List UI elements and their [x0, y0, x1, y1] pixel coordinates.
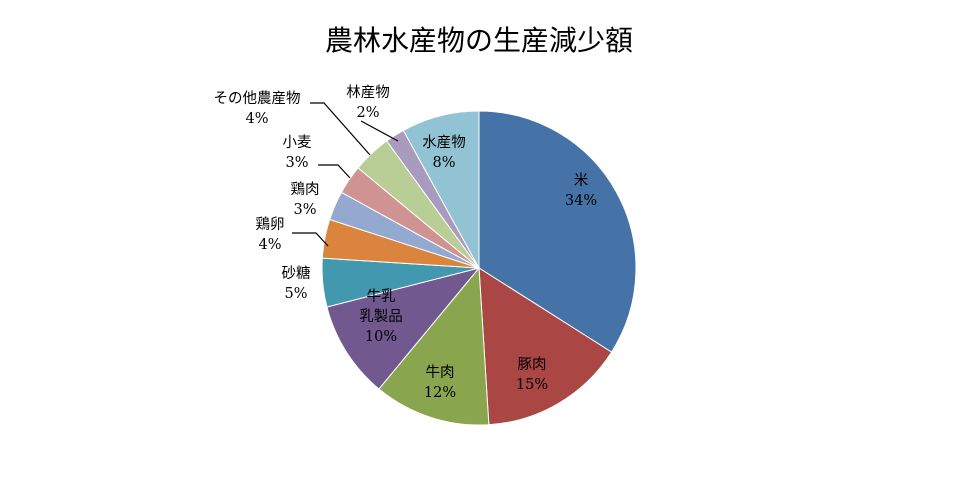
pie-slice-3 [378, 266, 490, 426]
slice-label-8: 小麦 3% [283, 134, 312, 171]
slice-percent-label: 8% [432, 155, 455, 171]
slice-name-label: 林産物 [346, 84, 390, 101]
slice-label-9: その他農産物 4% [214, 90, 301, 127]
pie-slice-4 [326, 267, 481, 390]
slice-percent-label: 2% [356, 105, 379, 121]
slice-name-label: 鶏卵 [256, 216, 285, 233]
leader-line-10 [360, 120, 399, 142]
pie-slice-1 [478, 110, 637, 353]
leader-line-9 [310, 102, 371, 156]
pie-slice-11 [402, 110, 480, 269]
slice-name-label: 米 [574, 172, 589, 189]
slice-name-label: 鶏肉 [291, 181, 320, 198]
slice-percent-label: 15% [516, 377, 548, 393]
slice-name-label: 砂糖 [282, 265, 311, 282]
slice-percent-label: 3% [285, 155, 308, 171]
slice-label-11: 水産物 8% [422, 134, 466, 171]
leader-line-6 [292, 232, 329, 247]
slice-name-label: 乳製品 [359, 308, 403, 325]
slice-percent-label: 4% [258, 237, 281, 253]
slice-percent-label: 4% [245, 111, 268, 127]
slice-percent-label: 34% [565, 193, 597, 209]
slice-percent-label: 5% [284, 286, 307, 302]
slice-name-label: 小麦 [283, 134, 312, 151]
slice-name-label: 水産物 [422, 134, 466, 151]
slice-name-label: その他農産物 [214, 90, 301, 107]
slice-percent-label: 3% [293, 202, 316, 218]
slice-label-3: 牛肉 12% [424, 364, 456, 401]
leader-line-8 [318, 164, 351, 179]
slice-label-7: 鶏肉 3% [291, 181, 320, 218]
slice-label-4: 牛乳乳製品 10% [359, 288, 403, 345]
slice-percent-label: 10% [365, 329, 397, 345]
slice-label-1: 米 34% [565, 172, 597, 209]
slice-name-label: 豚肉 [518, 356, 547, 373]
chart-title: 農林水産物の生産減少額 [325, 24, 633, 57]
slice-percent-label: 12% [424, 385, 456, 401]
slice-name-label: 牛肉 [426, 364, 455, 381]
slice-label-10: 林産物 2% [346, 84, 390, 121]
slice-label-6: 鶏卵 4% [256, 216, 285, 253]
slice-label-5: 砂糖 5% [282, 265, 311, 302]
slice-name-label: 牛乳 [367, 288, 396, 305]
slice-label-2: 豚肉 15% [516, 356, 548, 393]
pie-slice-2 [478, 267, 613, 426]
